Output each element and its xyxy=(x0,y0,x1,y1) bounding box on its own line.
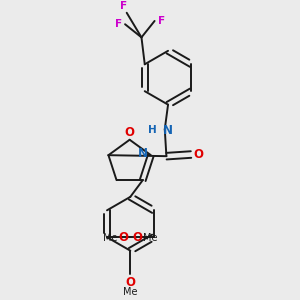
Text: O: O xyxy=(118,231,128,244)
Text: O: O xyxy=(132,231,142,244)
Text: F: F xyxy=(120,1,127,11)
Text: Me: Me xyxy=(123,287,138,297)
Text: O: O xyxy=(193,148,203,161)
Text: F: F xyxy=(115,19,122,29)
Text: N: N xyxy=(138,147,148,161)
Text: O: O xyxy=(125,276,135,289)
Text: Me: Me xyxy=(143,233,158,243)
Text: O: O xyxy=(125,126,135,139)
Text: H: H xyxy=(148,125,157,135)
Text: F: F xyxy=(158,16,165,26)
Text: N: N xyxy=(163,124,173,137)
Text: Me: Me xyxy=(103,233,118,243)
